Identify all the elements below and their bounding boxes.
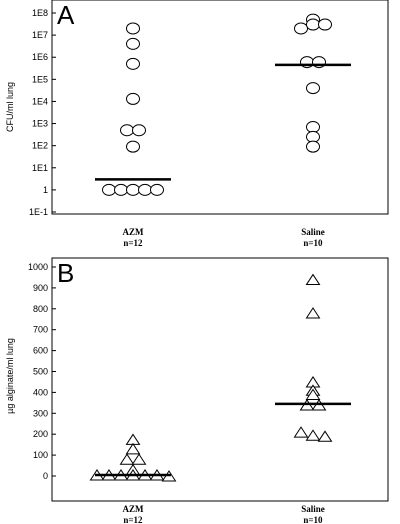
panel-b-medians (95, 402, 351, 477)
panel-b-frame (51, 257, 389, 502)
data-point-circle (294, 22, 308, 35)
panel-a-letter: A (57, 0, 75, 30)
data-point-circle (306, 18, 320, 31)
data-point-circle (120, 124, 134, 137)
category-label: Saline (301, 504, 325, 514)
data-point-circle (126, 183, 140, 196)
y-tick-label: 900 (33, 283, 48, 293)
y-tick-label: 700 (33, 325, 48, 335)
y-tick-label: 400 (33, 387, 48, 397)
panel-a-frame (51, 0, 389, 215)
data-point-triangle (131, 453, 147, 465)
data-point-triangle (317, 430, 333, 442)
category-label: n=12 (123, 515, 143, 524)
data-point-circle (150, 183, 164, 196)
panel-a-y-axis-label: CFU/ml lung (5, 82, 15, 132)
y-tick-label: 1E3 (32, 119, 48, 129)
data-point-circle (138, 183, 152, 196)
panel-b-y-ticks: 0 100 200 300 400 500 600 700 800 900 1000 (28, 262, 56, 481)
data-point-circle (126, 57, 140, 70)
data-point-triangle (293, 426, 309, 438)
y-tick-label: 1E1 (32, 163, 48, 173)
y-tick-label: 800 (33, 304, 48, 314)
y-tick-label: 1E-1 (29, 207, 48, 217)
panel-a-cfu-plot: A CFU/ml lung 1E-1 1 1E1 1E2 1E3 1E4 1E5 1E6 1E7… (5, 0, 389, 248)
data-point-circle (126, 140, 140, 153)
y-tick-label: 100 (33, 450, 48, 460)
y-tick-label: 1E8 (32, 8, 48, 18)
y-tick-label: 300 (33, 408, 48, 418)
y-tick-label: 1E4 (32, 96, 48, 106)
data-point-circle (126, 22, 140, 35)
category-label: n=10 (303, 515, 323, 524)
category-label: n=10 (303, 238, 323, 248)
y-tick-label: 1E2 (32, 141, 48, 151)
data-point-circle (102, 183, 116, 196)
category-label: Saline (301, 227, 325, 237)
category-label: AZM (123, 504, 145, 514)
data-point-triangle (305, 388, 321, 400)
panel-a-medians (95, 63, 351, 181)
data-point-triangle (305, 307, 321, 319)
data-point-circle (306, 82, 320, 95)
y-tick-label: 1000 (28, 262, 48, 272)
category-label: AZM (123, 227, 145, 237)
y-tick-label: 600 (33, 346, 48, 356)
data-point-circle (318, 18, 332, 31)
panel-b-letter: B (57, 258, 74, 288)
data-point-circle (126, 92, 140, 105)
data-point-circle (306, 140, 320, 153)
data-point-circle (306, 120, 320, 133)
y-tick-label: 1E7 (32, 30, 48, 40)
y-tick-label: 1E6 (32, 52, 48, 62)
panel-b-alginate-plot: B µg alginate/ml lung 0 100 200 300 400 500 60… (5, 257, 389, 524)
y-tick-label: 1E5 (32, 74, 48, 84)
data-point-triangle (305, 273, 321, 286)
data-point-circle (126, 37, 140, 50)
data-point-triangle (119, 453, 135, 465)
y-tick-label: 1 (43, 185, 48, 195)
panel-b-points (89, 273, 333, 482)
panel-b-y-axis-label: µg alginate/ml lung (5, 338, 15, 414)
y-tick-label: 0 (43, 471, 48, 481)
data-point-triangle (305, 429, 321, 441)
category-label: n=12 (123, 238, 143, 248)
panel-a-y-ticks: 1E-1 1 1E1 1E2 1E3 1E4 1E5 1E6 1E7 1E8 (29, 8, 56, 217)
data-point-triangle (125, 442, 141, 455)
panel-a-points (102, 13, 332, 196)
y-tick-label: 200 (33, 429, 48, 439)
data-point-circle (114, 183, 128, 196)
y-tick-label: 500 (33, 367, 48, 377)
data-point-circle (132, 124, 146, 137)
